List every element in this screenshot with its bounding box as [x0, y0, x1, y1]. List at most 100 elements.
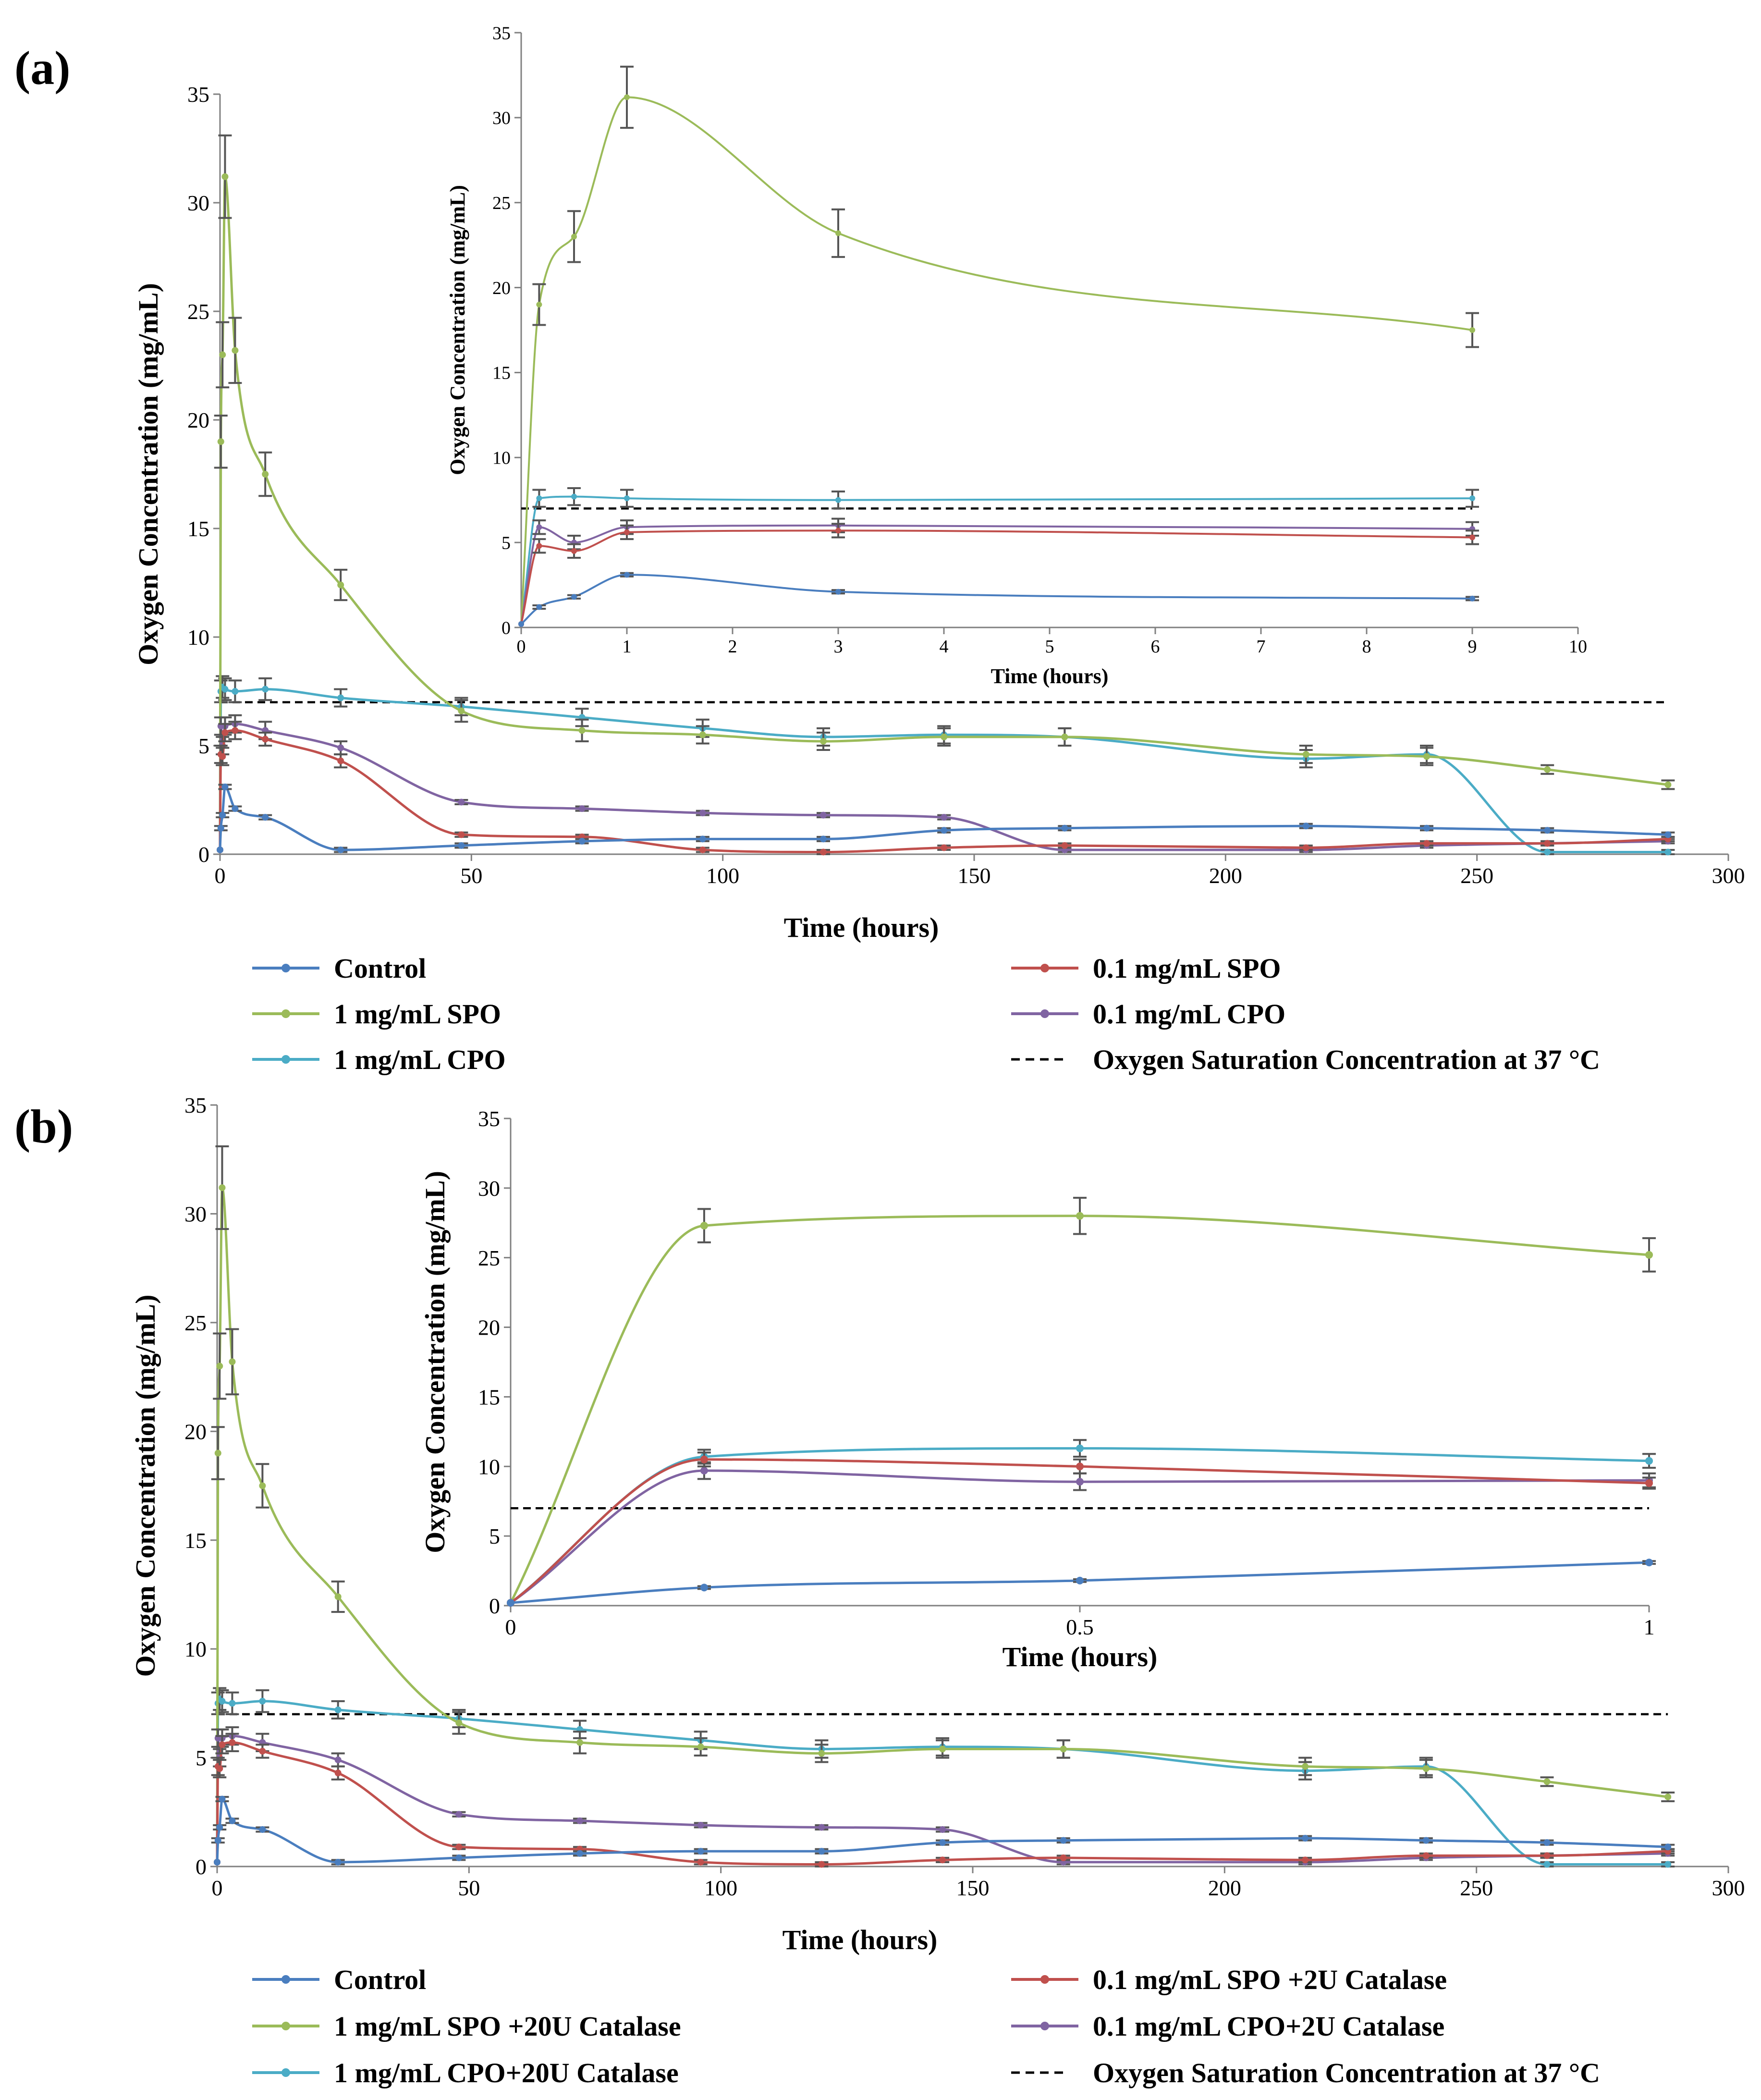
- panel-b-main-data-point: [1060, 1854, 1067, 1861]
- panel-b-main-data-point: [334, 1756, 342, 1764]
- panel-a-inset-data-point: [624, 529, 630, 535]
- panel-b-main-data-point: [939, 1856, 946, 1864]
- panel-b-main-data-point: [216, 1765, 223, 1772]
- panel-a-main-data-point: [221, 686, 229, 693]
- panel-b-inset-y-tick-label: 20: [478, 1315, 500, 1340]
- panel-b-inset-data-point: [1645, 1457, 1653, 1465]
- panel-b-main-data-point: [229, 1817, 236, 1824]
- panel-a-main-data-point: [232, 347, 239, 354]
- panel-b-inset-data-point: [1076, 1444, 1084, 1452]
- panel-a-main-data-point: [699, 810, 706, 817]
- panel-b-main-x-tick-label: 100: [704, 1876, 737, 1900]
- panel-a-main-data-point: [1061, 824, 1068, 832]
- panel-a-main-data-point: [217, 824, 224, 832]
- panel-b-main-data-point: [214, 1449, 221, 1457]
- panel-a-inset-data-point: [536, 495, 542, 502]
- panel-a-main-data-point: [1544, 840, 1551, 847]
- panel-b-inset-data-point: [700, 1466, 708, 1474]
- panel-a-main-data-point: [699, 835, 706, 843]
- panel-a-main-data-point: [1544, 827, 1551, 834]
- panel-b-main-data-point: [334, 1769, 342, 1777]
- panel-b-main-data-point: [334, 1593, 342, 1600]
- panel-b-inset-data-point: [700, 1455, 708, 1463]
- panel-a-main-data-point: [337, 694, 344, 701]
- panel-b-main-data-point: [697, 1743, 704, 1750]
- panel-b-main-data-point: [214, 1837, 221, 1844]
- panel-b-inset-x-tick-label: 1: [1644, 1615, 1655, 1639]
- panel-a-main-x-tick-label: 100: [706, 863, 739, 888]
- panel-a-main-y-tick-label: 5: [198, 734, 209, 758]
- panel-b-main-data-point: [939, 1745, 946, 1753]
- panel-b-main-data-point: [219, 1184, 226, 1191]
- panel-b-main-data-point: [219, 1795, 226, 1803]
- panel-a-legend-label: Oxygen Saturation Concentration at 37 °C: [1093, 1044, 1600, 1075]
- panel-a-legend-label: 0.1 mg/mL SPO: [1093, 953, 1281, 984]
- panel-b-main-x-tick-label: 200: [1208, 1876, 1241, 1900]
- panel-b-main-data-point: [818, 1861, 825, 1868]
- panel-b-legend-label: Oxygen Saturation Concentration at 37 °C: [1093, 2057, 1600, 2088]
- panel-b-main-data-point: [1664, 1861, 1672, 1868]
- panel-b-inset-x-tick-label: 0.5: [1066, 1615, 1094, 1639]
- panel-a-main-data-point: [1423, 753, 1430, 760]
- panel-a-main-data-point: [337, 846, 344, 853]
- panel-a-main-data-point: [941, 844, 948, 851]
- panel-b-main-x-tick-label: 0: [212, 1876, 223, 1900]
- panel-a-main-data-point: [458, 707, 465, 714]
- panel-a-main-data-point: [820, 737, 827, 745]
- panel-a-inset-data-point: [1469, 534, 1475, 540]
- panel-b-main-data-point: [1543, 1861, 1551, 1868]
- panel-a-main-x-axis-title: Time (hours): [784, 912, 939, 943]
- panel-a-main-data-point: [458, 831, 465, 838]
- panel-a-main-data-point: [219, 351, 226, 358]
- panel-b-legend-label: 1 mg/mL SPO +20U Catalase: [334, 2011, 681, 2042]
- panel-b-inset-data-point: [700, 1584, 708, 1592]
- panel-a-inset-x-tick-label: 2: [728, 637, 737, 657]
- panel-b-legend-marker: [281, 2022, 290, 2030]
- panel-a-main-data-point: [578, 805, 586, 812]
- panel-b-inset-y-tick-label: 35: [478, 1106, 500, 1131]
- panel-b-legend-marker: [1040, 2022, 1049, 2030]
- panel-b-main-data-point: [818, 1824, 825, 1831]
- panel-a-main-data-point: [1423, 824, 1430, 832]
- panel-b-inset-y-tick-label: 30: [478, 1176, 500, 1201]
- panel-a-main-data-point: [232, 805, 239, 812]
- panel-a-inset-y-axis-title: Oxygen Concentration (mg/mL): [446, 185, 469, 475]
- panel-b-main-y-tick-label: 10: [184, 1637, 207, 1661]
- panel-b-main-data-point: [1302, 1763, 1309, 1770]
- panel-a-inset-data-point: [1469, 595, 1475, 602]
- panel-a-main-y-tick-label: 10: [187, 625, 209, 650]
- panel-b-main-data-point: [1664, 1793, 1672, 1801]
- panel-a-inset-x-axis-title: Time (hours): [991, 664, 1109, 688]
- panel-b-main-data-point: [259, 1826, 266, 1833]
- panel-a-main-x-tick-label: 150: [958, 863, 991, 888]
- panel-a-main-data-point: [699, 846, 706, 853]
- panel-a-legend-label: 0.1 mg/mL CPO: [1093, 998, 1285, 1030]
- panel-b-legend-label: 0.1 mg/mL SPO +2U Catalase: [1093, 1964, 1447, 1995]
- panel-a-main-data-point: [1544, 766, 1551, 773]
- panel-a-inset-data-point: [1469, 495, 1475, 502]
- panel-b-main-data-point: [229, 1700, 236, 1707]
- panel-b-inset-data-point: [1645, 1559, 1653, 1567]
- panel-b-inset-background: [510, 1114, 1653, 1606]
- panel-b-main-data-point: [697, 1858, 704, 1866]
- panel-b-main-data-point: [697, 1821, 704, 1829]
- panel-b-main-data-point: [1543, 1778, 1551, 1785]
- panel-a-inset-x-tick-label: 7: [1257, 637, 1266, 657]
- panel-b-legend-label: 0.1 mg/mL CPO+2U Catalase: [1093, 2011, 1444, 2042]
- panel-a-main-data-point: [578, 727, 586, 734]
- panel-a-inset-x-tick-label: 3: [834, 637, 843, 657]
- panel-b-main-data-point: [259, 1697, 266, 1705]
- panel-a-legend-label: 1 mg/mL CPO: [334, 1044, 506, 1075]
- panel-a-main-data-point: [337, 744, 344, 751]
- panel-a-main-data-point: [1664, 831, 1672, 838]
- panel-b-inset-data-point: [507, 1599, 514, 1607]
- panel-b-main-data-point: [697, 1848, 704, 1855]
- panel-b-legend-label: Control: [334, 1964, 426, 1995]
- panel-b-main-data-point: [1302, 1835, 1309, 1842]
- panel-b-main-data-point: [259, 1747, 266, 1755]
- panel-b-main-data-point: [1664, 1843, 1672, 1851]
- panel-b-main-data-point: [219, 1741, 226, 1748]
- panel-a-main-data-point: [262, 686, 269, 693]
- panel-b-inset-series-line-1: [510, 1458, 1650, 1604]
- panel-b-inset-y-tick-label: 15: [478, 1385, 500, 1410]
